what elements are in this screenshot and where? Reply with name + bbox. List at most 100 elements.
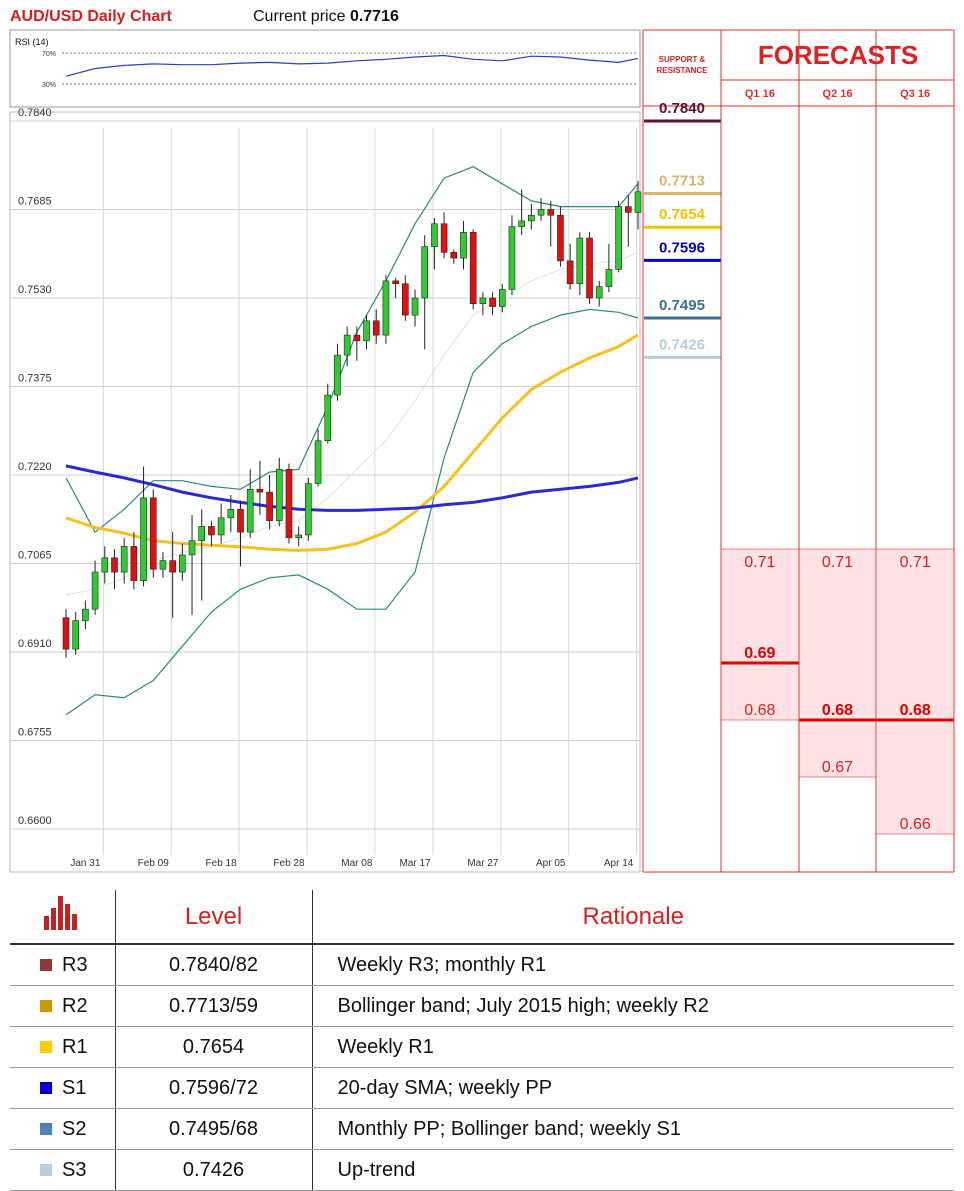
rationale-cell: Up-trend [312,1149,954,1191]
y-tick-label: 0.6910 [18,638,52,650]
code-cell: S1 [10,1067,116,1109]
rationale-cell: 20-day SMA; weekly PP [312,1067,954,1109]
candle-body [343,334,351,356]
color-swatch [40,1123,52,1136]
candle-body [237,508,244,533]
rsi-frame [9,29,641,108]
x-tick-label: Feb 28 [273,858,305,869]
candle-body [431,223,438,247]
x-tick-label: Mar 27 [467,858,499,869]
level-code: S3 [62,1158,87,1181]
table-body: R3 0.7840/82 Weekly R3; monthly R1 R2 0.7713… [10,944,954,1191]
candle-body [324,394,332,442]
level-cell: 0.7596/72 [115,1067,313,1109]
y-tick-label: 0.7375 [18,373,52,385]
table-row: R2 0.7713/59 Bollinger band; July 2015 hig… [10,985,954,1027]
candle-body [615,206,622,270]
candle-body [489,297,496,307]
level-cell: 0.7713/59 [115,985,313,1027]
candle-body [334,354,341,396]
icon-cell [10,890,116,945]
chart-icon [44,896,78,930]
rationale-cell: Bollinger band; July 2015 high; weekly R… [312,985,954,1027]
forecast-range [722,549,798,720]
y-tick-label: 0.7065 [18,550,52,562]
candle-body [159,560,167,570]
candle-body [421,246,429,299]
color-swatch [40,1000,52,1013]
candle-body [314,440,322,484]
candle-body [82,608,89,621]
candle-body [246,488,254,533]
color-swatch [40,1164,52,1177]
level-label: 0.7713 [659,173,705,190]
level-code: R2 [62,994,88,1017]
candle-body [101,557,109,573]
candle-body [217,517,225,536]
levels-table: Level Rationale R3 0.7840/82 Weekly R3; mo… [10,890,954,1191]
candle-body [72,620,79,650]
forecast-high-label: 0.71 [744,554,775,571]
candle-body [111,557,118,573]
rsi-tick-label: 70% [42,51,56,58]
candle-body [508,226,516,290]
forecast-main-label: 0.68 [900,702,931,719]
candle-body [557,214,564,262]
table-row: S2 0.7495/68 Monthly PP; Bollinger band; w… [10,1108,954,1150]
level-header: Level [115,890,313,945]
code-cell: S2 [10,1108,116,1150]
rsi-line [65,54,639,77]
candle-body [91,571,99,610]
candle-body [169,560,176,573]
candle-body [625,206,632,213]
current-price-label: Current price [253,8,346,25]
forecast-main-label: 0.69 [744,645,775,662]
table-header: Level Rationale [10,890,954,945]
candle-body [305,483,312,536]
plot-frame [9,111,641,873]
y-tick-label: 0.6755 [18,727,52,739]
rationale-cell: Weekly R3; monthly R1 [312,944,954,986]
candle-body [528,214,535,222]
candle-body [479,297,487,305]
candle-body [227,508,235,519]
code-cell: R2 [10,985,116,1027]
level-label: 0.7840 [659,100,705,117]
y-tick-label: 0.7530 [18,284,52,296]
color-swatch [40,959,52,972]
indicator-line [65,308,639,716]
indicator-line [65,333,639,552]
rationale-cell: Monthly PP; Bollinger band; weekly S1 [312,1108,954,1150]
candle-body [130,546,138,581]
code-cell: R3 [10,944,116,986]
candle-body [372,320,380,336]
candle-body [537,209,545,216]
x-tick-label: Mar 08 [341,858,373,869]
level-cell: 0.7654 [115,1026,313,1068]
candle-body [411,297,419,316]
x-tick-label: Mar 17 [399,858,431,869]
candle-body [256,488,264,493]
candle-body [188,540,196,556]
x-tick-label: Apr 14 [604,858,634,869]
rsi-tick-label: 30% [42,82,56,89]
candle-body [382,280,390,336]
y-tick-label: 0.7685 [18,196,52,208]
candle-body [634,191,642,213]
indicator-line [65,464,639,512]
candle-body [140,497,147,581]
level-code: S2 [62,1117,87,1140]
y-tick-label: 0.7840 [18,107,52,119]
candle-body [469,232,477,305]
candle-body [62,617,70,650]
forecast-range [877,549,953,834]
rsi-label: RSI (14) [15,37,49,47]
candle-body [402,283,409,316]
current-price: Current price 0.7716 [253,8,399,25]
candle-body [566,260,574,285]
quarter-label: Q3 16 [900,88,930,100]
levels-title: SUPPORT & RESISTANCE [656,55,708,75]
level-cell: 0.7840/82 [115,944,313,986]
candle-body [208,526,215,536]
